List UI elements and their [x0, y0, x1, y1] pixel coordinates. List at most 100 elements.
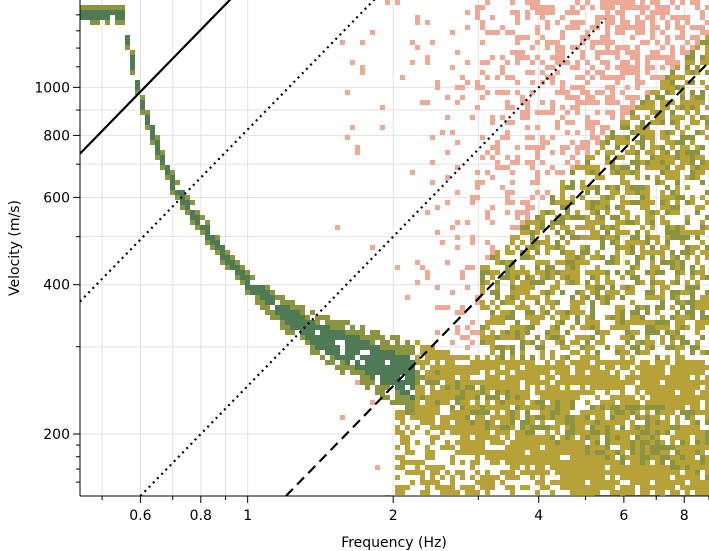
- heatmap-cell: [535, 0, 540, 5]
- heatmap-cell: [585, 420, 590, 425]
- heatmap-cell: [105, 15, 110, 20]
- heatmap-cell: [620, 445, 625, 450]
- heatmap-cell: [390, 380, 395, 385]
- heatmap-cell: [645, 40, 650, 45]
- heatmap-cell: [125, 40, 130, 45]
- heatmap-cell: [535, 5, 540, 10]
- heatmap-cell: [525, 230, 530, 235]
- heatmap-cell: [645, 310, 650, 315]
- heatmap-cell: [520, 270, 525, 275]
- heatmap-cell: [560, 180, 565, 185]
- heatmap-cell: [460, 430, 465, 435]
- heatmap-cell: [285, 325, 290, 330]
- heatmap-cell: [360, 345, 365, 350]
- heatmap-cell: [625, 470, 630, 475]
- heatmap-cell: [545, 65, 550, 70]
- heatmap-cell: [430, 420, 435, 425]
- heatmap-cell: [425, 20, 430, 25]
- heatmap-cell: [610, 115, 615, 120]
- heatmap-cell: [570, 440, 575, 445]
- heatmap-cell: [580, 40, 585, 45]
- heatmap-cell: [600, 360, 605, 365]
- heatmap-cell: [615, 420, 620, 425]
- heatmap-cell: [610, 40, 615, 45]
- heatmap-cell: [205, 230, 210, 235]
- heatmap-cell: [410, 460, 415, 465]
- heatmap-cell: [545, 470, 550, 475]
- heatmap-cell: [690, 200, 695, 205]
- heatmap-cell: [655, 50, 660, 55]
- heatmap-cell: [450, 355, 455, 360]
- heatmap-cell: [700, 485, 705, 490]
- heatmap-cell: [565, 25, 570, 30]
- heatmap-cell: [630, 300, 635, 305]
- heatmap-cell: [680, 165, 685, 170]
- heatmap-cell: [90, 5, 95, 10]
- heatmap-cell: [625, 140, 630, 145]
- heatmap-cell: [605, 0, 610, 5]
- heatmap-cell: [345, 335, 350, 340]
- heatmap-cell: [585, 185, 590, 190]
- heatmap-cell: [705, 385, 709, 390]
- heatmap-cell: [565, 210, 570, 215]
- heatmap-cell: [545, 265, 550, 270]
- heatmap-cell: [695, 270, 700, 275]
- heatmap-cell: [680, 410, 685, 415]
- heatmap-cell: [620, 115, 625, 120]
- heatmap-cell: [585, 380, 590, 385]
- heatmap-cell: [680, 440, 685, 445]
- heatmap-cell: [650, 145, 655, 150]
- heatmap-cell: [610, 385, 615, 390]
- heatmap-cell: [705, 435, 709, 440]
- heatmap-cell: [255, 295, 260, 300]
- heatmap-cell: [570, 65, 575, 70]
- heatmap-cell: [630, 245, 635, 250]
- heatmap-cell: [620, 490, 625, 495]
- heatmap-cell: [695, 320, 700, 325]
- heatmap-cell: [660, 485, 665, 490]
- heatmap-cell: [240, 275, 245, 280]
- heatmap-cell: [395, 360, 400, 365]
- heatmap-cell: [505, 375, 510, 380]
- heatmap-cell: [645, 215, 650, 220]
- heatmap-cell: [680, 85, 685, 90]
- heatmap-cell: [330, 355, 335, 360]
- heatmap-cell: [565, 480, 570, 485]
- heatmap-cell: [440, 365, 445, 370]
- heatmap-cell: [625, 220, 630, 225]
- heatmap-cell: [525, 380, 530, 385]
- heatmap-cell: [665, 60, 670, 65]
- heatmap-cell: [575, 445, 580, 450]
- heatmap-cell: [130, 55, 135, 60]
- heatmap-cell: [130, 50, 135, 55]
- heatmap-cell: [390, 400, 395, 405]
- heatmap-cell: [685, 370, 690, 375]
- heatmap-cell: [470, 320, 475, 325]
- heatmap-cell: [655, 115, 660, 120]
- heatmap-cell: [640, 485, 645, 490]
- heatmap-cell: [640, 470, 645, 475]
- heatmap-cell: [470, 385, 475, 390]
- heatmap-cell: [615, 360, 620, 365]
- heatmap-cell: [560, 60, 565, 65]
- heatmap-cell: [485, 60, 490, 65]
- heatmap-cell: [620, 140, 625, 145]
- heatmap-cell: [600, 385, 605, 390]
- heatmap-cell: [610, 360, 615, 365]
- heatmap-cell: [620, 195, 625, 200]
- heatmap-cell: [620, 65, 625, 70]
- heatmap-cell: [665, 10, 670, 15]
- heatmap-cell: [545, 245, 550, 250]
- heatmap-cell: [245, 275, 250, 280]
- heatmap-cell: [630, 150, 635, 155]
- heatmap-cell: [480, 135, 485, 140]
- heatmap-cell: [620, 380, 625, 385]
- heatmap-cell: [665, 375, 670, 380]
- heatmap-cell: [640, 0, 645, 5]
- x-axis-label: Frequency (Hz): [341, 535, 447, 551]
- heatmap-cell: [565, 450, 570, 455]
- heatmap-cell: [525, 310, 530, 315]
- heatmap-cell: [480, 420, 485, 425]
- heatmap-cell: [395, 380, 400, 385]
- heatmap-cell: [600, 375, 605, 380]
